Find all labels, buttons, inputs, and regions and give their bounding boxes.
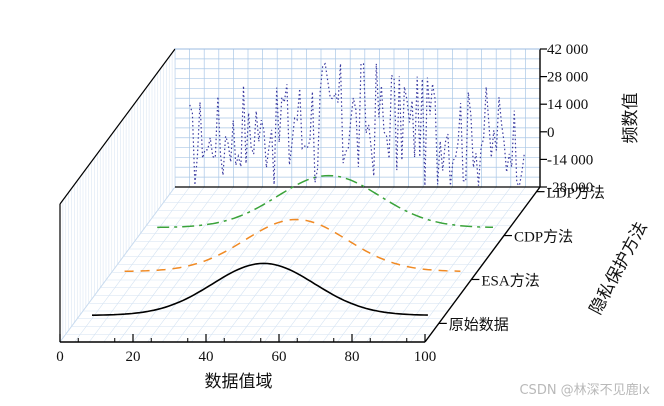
x-tick-label: 0	[56, 349, 64, 365]
axes-layer	[59, 48, 547, 343]
x-tick-label: 100	[414, 349, 437, 365]
y-category-label: LDP方法	[547, 185, 605, 202]
x-tick-label: 60	[272, 349, 287, 365]
series-line-4	[189, 62, 526, 187]
top-depth-line	[59, 48, 176, 205]
y-category-label: 原始数据	[449, 316, 509, 333]
z-tick-label: 0	[547, 125, 555, 141]
watermark-text: CSDN @林深不见鹿lx	[519, 383, 650, 398]
series-line-3	[157, 174, 494, 229]
x-axis-title: 数据值域	[205, 372, 273, 392]
z-tick-label: 28 000	[547, 70, 588, 86]
z-axis-title: 频数值	[621, 93, 641, 144]
z-tick-label: 14 000	[547, 97, 588, 113]
z-tick-label: -28 000	[547, 180, 593, 196]
y-axis-title: 隐私保护方法	[586, 219, 652, 318]
z-tick-label: -14 000	[547, 152, 593, 168]
x-tick-label: 40	[199, 349, 214, 365]
x-tick-label: 20	[126, 349, 141, 365]
z-tick-label: 42 000	[547, 42, 588, 58]
series-line-2	[124, 218, 461, 273]
y-category-label: CDP方法	[514, 229, 573, 246]
y-category-label: ESA方法	[481, 272, 539, 289]
series-layer	[92, 62, 526, 316]
series-line-1	[92, 262, 428, 316]
y-axis-line	[424, 186, 541, 343]
x-tick-label: 80	[345, 349, 360, 365]
grid-layer	[59, 47, 541, 344]
